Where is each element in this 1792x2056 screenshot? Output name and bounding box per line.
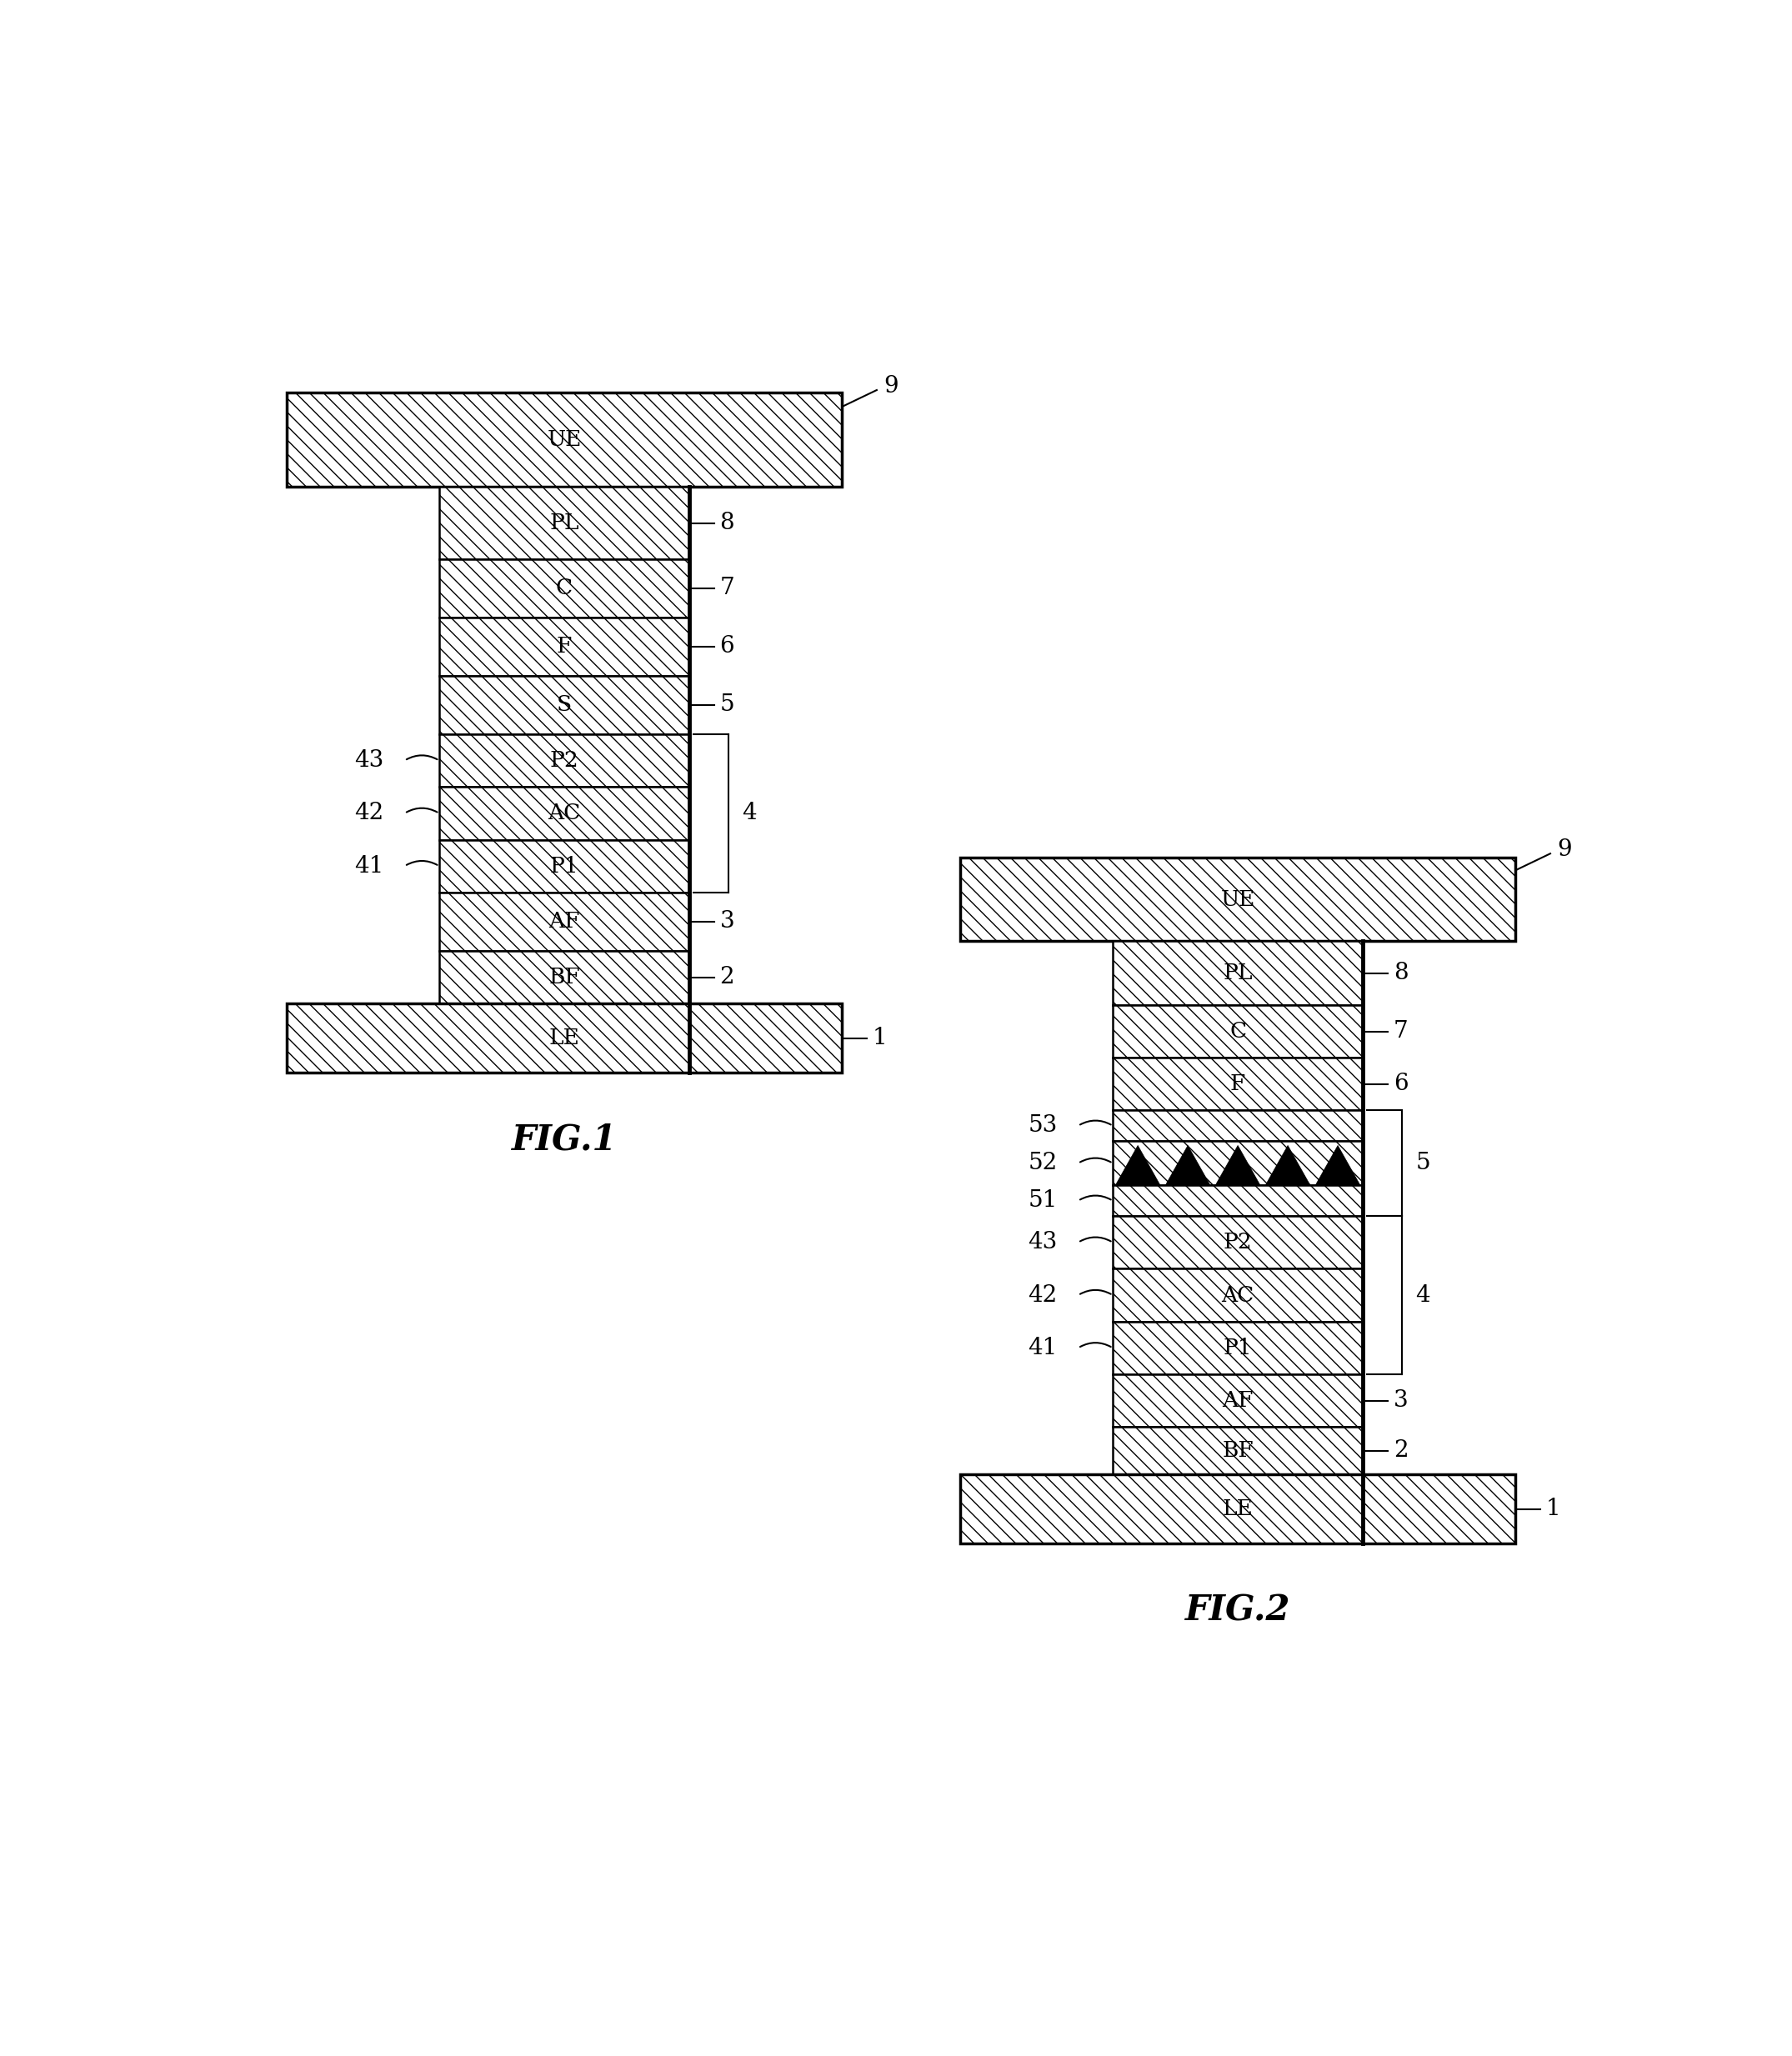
- Text: UE: UE: [1220, 888, 1254, 911]
- Text: 42: 42: [1029, 1283, 1057, 1306]
- Text: 1: 1: [873, 1028, 887, 1049]
- Bar: [1113, 942, 1364, 1005]
- Text: 5: 5: [1416, 1151, 1430, 1174]
- Polygon shape: [1315, 1145, 1360, 1186]
- Bar: [1113, 1057, 1364, 1110]
- Text: P1: P1: [550, 855, 579, 876]
- Polygon shape: [1165, 1145, 1210, 1186]
- Text: P1: P1: [1224, 1338, 1253, 1359]
- Bar: [439, 950, 690, 1003]
- Text: 41: 41: [355, 855, 383, 878]
- Bar: [961, 857, 1516, 942]
- Text: 7: 7: [1394, 1020, 1409, 1042]
- Bar: [439, 487, 690, 559]
- Text: 43: 43: [1029, 1232, 1057, 1254]
- Text: LE: LE: [548, 1028, 579, 1049]
- Text: AF: AF: [548, 911, 581, 931]
- Text: 43: 43: [355, 748, 383, 771]
- Bar: [287, 393, 842, 487]
- Text: 6: 6: [720, 635, 735, 658]
- Text: 6: 6: [1394, 1073, 1409, 1096]
- Text: PL: PL: [1222, 962, 1253, 983]
- Polygon shape: [1215, 1145, 1260, 1186]
- Bar: [1113, 1427, 1364, 1474]
- Text: 42: 42: [355, 802, 383, 824]
- Bar: [1113, 1373, 1364, 1427]
- Text: 52: 52: [1029, 1151, 1057, 1174]
- Text: 9: 9: [1557, 839, 1572, 861]
- Bar: [439, 787, 690, 839]
- Text: 7: 7: [720, 578, 735, 600]
- Text: PL: PL: [550, 512, 579, 533]
- Text: AF: AF: [1222, 1390, 1253, 1410]
- Text: 2: 2: [720, 966, 735, 989]
- Bar: [439, 734, 690, 787]
- Text: FIG.1: FIG.1: [511, 1123, 616, 1158]
- Bar: [287, 1003, 842, 1073]
- Bar: [1113, 1269, 1364, 1322]
- Text: AC: AC: [1222, 1285, 1254, 1306]
- Bar: [1113, 1186, 1364, 1215]
- Text: FIG.2: FIG.2: [1185, 1593, 1290, 1628]
- Bar: [961, 1474, 1516, 1544]
- Text: 53: 53: [1029, 1114, 1057, 1137]
- Text: 5: 5: [720, 693, 735, 715]
- Polygon shape: [1115, 1145, 1161, 1186]
- Text: F: F: [557, 635, 572, 658]
- Bar: [1113, 1005, 1364, 1057]
- Text: 3: 3: [720, 911, 735, 933]
- Bar: [1113, 1322, 1364, 1373]
- Text: P2: P2: [550, 750, 579, 771]
- Text: 9: 9: [883, 374, 898, 397]
- Text: BF: BF: [1222, 1441, 1254, 1462]
- Text: 2: 2: [1394, 1439, 1409, 1462]
- Text: S: S: [557, 695, 572, 715]
- Text: C: C: [556, 578, 573, 598]
- Text: BF: BF: [548, 966, 581, 987]
- Text: 4: 4: [1416, 1283, 1430, 1306]
- Bar: [439, 676, 690, 734]
- Text: C: C: [1229, 1022, 1245, 1042]
- Bar: [439, 559, 690, 617]
- Text: 51: 51: [1029, 1190, 1057, 1211]
- Text: 3: 3: [1394, 1390, 1409, 1412]
- Text: F: F: [1229, 1073, 1245, 1094]
- Text: UE: UE: [547, 430, 581, 450]
- Bar: [1113, 1141, 1364, 1186]
- Text: AC: AC: [548, 804, 581, 824]
- Text: 4: 4: [742, 802, 756, 824]
- Bar: [439, 892, 690, 950]
- Bar: [439, 617, 690, 676]
- Text: 1: 1: [1546, 1497, 1561, 1519]
- Bar: [1113, 1215, 1364, 1269]
- Polygon shape: [1265, 1145, 1310, 1186]
- Text: LE: LE: [1222, 1499, 1253, 1519]
- Bar: [439, 839, 690, 892]
- Text: P2: P2: [1224, 1232, 1253, 1252]
- Text: 41: 41: [1029, 1336, 1057, 1359]
- Text: 8: 8: [720, 512, 735, 535]
- Bar: [1113, 1110, 1364, 1141]
- Text: 8: 8: [1394, 962, 1409, 985]
